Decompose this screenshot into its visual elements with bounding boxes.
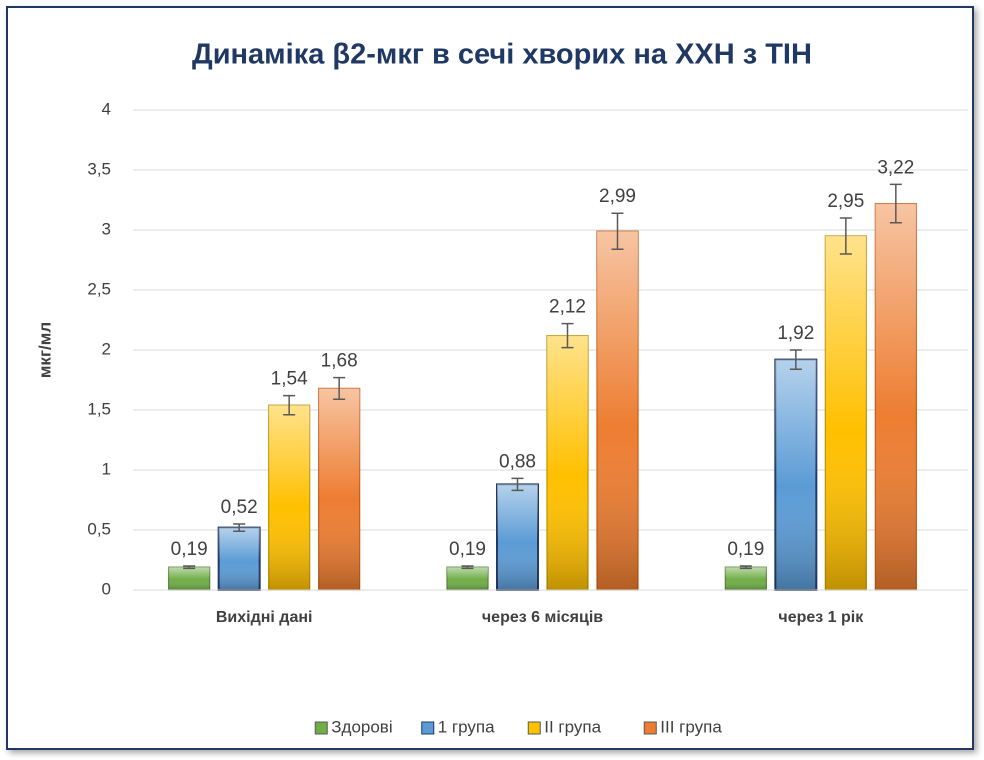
bar xyxy=(724,566,767,591)
value-label: 2,95 xyxy=(827,191,864,212)
error-bar xyxy=(333,376,346,400)
value-label: 0,88 xyxy=(499,451,536,472)
bar xyxy=(596,230,639,591)
y-tick-label: 4 xyxy=(102,99,111,118)
bar xyxy=(268,404,311,591)
legend-label: 1 група xyxy=(438,717,495,736)
value-label: 0,19 xyxy=(171,539,208,560)
value-label: 1,92 xyxy=(777,323,814,344)
value-label: 0,19 xyxy=(449,539,486,560)
error-bar xyxy=(233,523,246,532)
bar xyxy=(774,358,818,591)
chart-title: Динаміка β2-мкг в сечі хворих на ХХН з Т… xyxy=(192,39,812,71)
bar xyxy=(318,387,361,591)
error-bar xyxy=(561,322,574,349)
error-bar xyxy=(611,212,624,250)
legend-label: Здорові xyxy=(331,717,392,736)
error-bar xyxy=(511,477,524,492)
error-bar xyxy=(739,565,752,570)
error-bar xyxy=(839,217,852,255)
x-tick-label: через 1 рік xyxy=(778,609,864,626)
y-tick-label: 2,5 xyxy=(87,279,111,298)
error-bar xyxy=(889,183,902,224)
value-label: 0,52 xyxy=(221,497,258,518)
legend-label: II група xyxy=(544,717,601,736)
legend-swatch xyxy=(421,721,435,735)
x-tick-label: через 6 місяців xyxy=(482,609,603,626)
error-bar xyxy=(283,394,296,416)
value-label: 0,19 xyxy=(727,539,764,560)
error-bar xyxy=(183,565,196,570)
bar xyxy=(446,566,489,591)
bar xyxy=(217,526,261,591)
bar xyxy=(874,203,917,591)
value-label: 2,12 xyxy=(549,297,586,318)
y-tick-label: 2 xyxy=(102,339,111,358)
bar xyxy=(546,335,589,591)
value-label: 1,68 xyxy=(321,351,358,372)
y-axis-label: мкг/мл xyxy=(35,322,54,378)
value-label: 2,99 xyxy=(599,186,636,207)
legend-swatch xyxy=(643,721,657,735)
y-tick-label: 3 xyxy=(102,219,111,238)
bar xyxy=(496,483,539,591)
error-bar xyxy=(789,349,802,370)
value-label: 1,54 xyxy=(271,369,308,390)
y-tick-label: 1 xyxy=(102,459,111,478)
y-tick-label: 0 xyxy=(102,579,111,598)
value-label: 3,22 xyxy=(877,157,914,178)
y-tick-label: 1,5 xyxy=(87,399,111,418)
error-bar xyxy=(461,565,474,570)
y-tick-label: 0,5 xyxy=(87,519,111,538)
y-tick-label: 3,5 xyxy=(87,159,111,178)
bar xyxy=(824,235,867,591)
legend-label: III група xyxy=(660,717,722,736)
legend-swatch xyxy=(527,721,541,735)
bar xyxy=(168,566,211,591)
legend-swatch xyxy=(314,721,328,735)
x-tick-label: Вихідні дані xyxy=(216,609,313,626)
